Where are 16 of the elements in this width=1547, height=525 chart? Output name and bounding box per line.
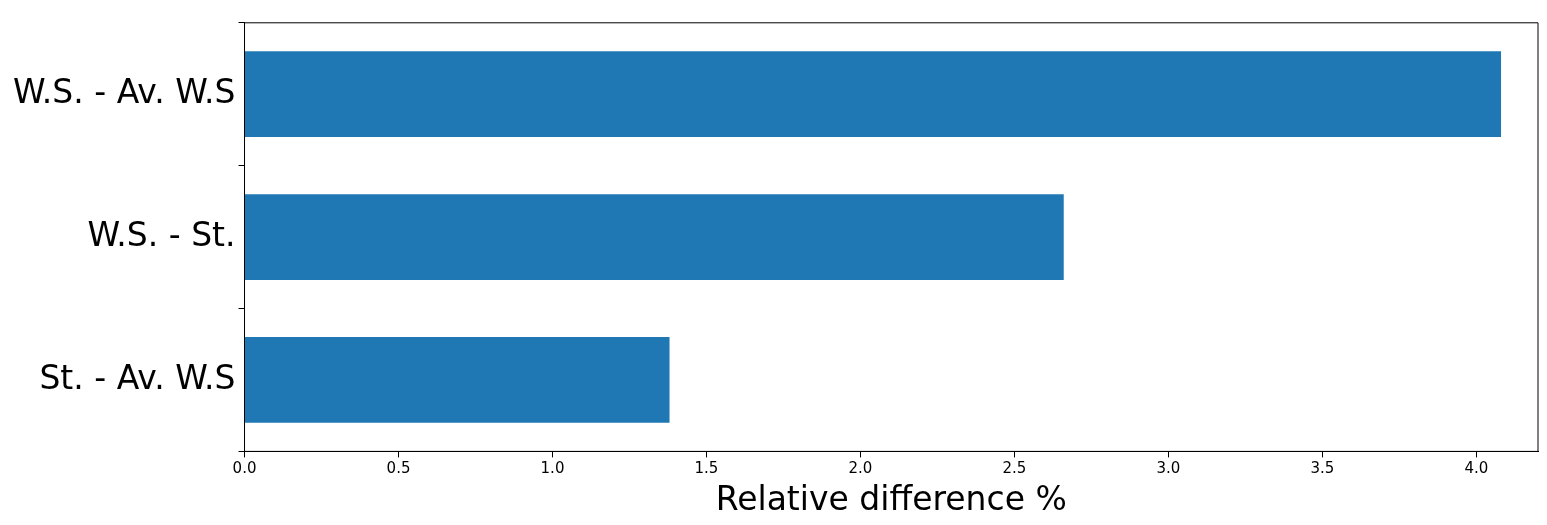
x-tick-label: 1.5 [694, 459, 719, 478]
x-tick-label: 4.0 [1464, 459, 1489, 478]
x-tick-label: 0.0 [232, 459, 257, 478]
x-tick-label: 0.5 [386, 459, 411, 478]
x-axis-title: Relative difference % [715, 478, 1067, 518]
y-tick-label: W.S. - Av. W.S [12, 71, 236, 111]
bar [245, 194, 1064, 280]
y-tick-label: W.S. - St. [87, 214, 236, 254]
x-tick-label: 1.0 [540, 459, 565, 478]
x-tick-label: 3.0 [1156, 459, 1181, 478]
x-tick-label: 2.0 [848, 459, 873, 478]
y-tick-label: St. - Av. W.S [39, 357, 236, 397]
bar [245, 337, 670, 423]
x-tick-label: 2.5 [1002, 459, 1027, 478]
bar [245, 51, 1502, 138]
x-tick-label: 3.5 [1310, 459, 1335, 478]
